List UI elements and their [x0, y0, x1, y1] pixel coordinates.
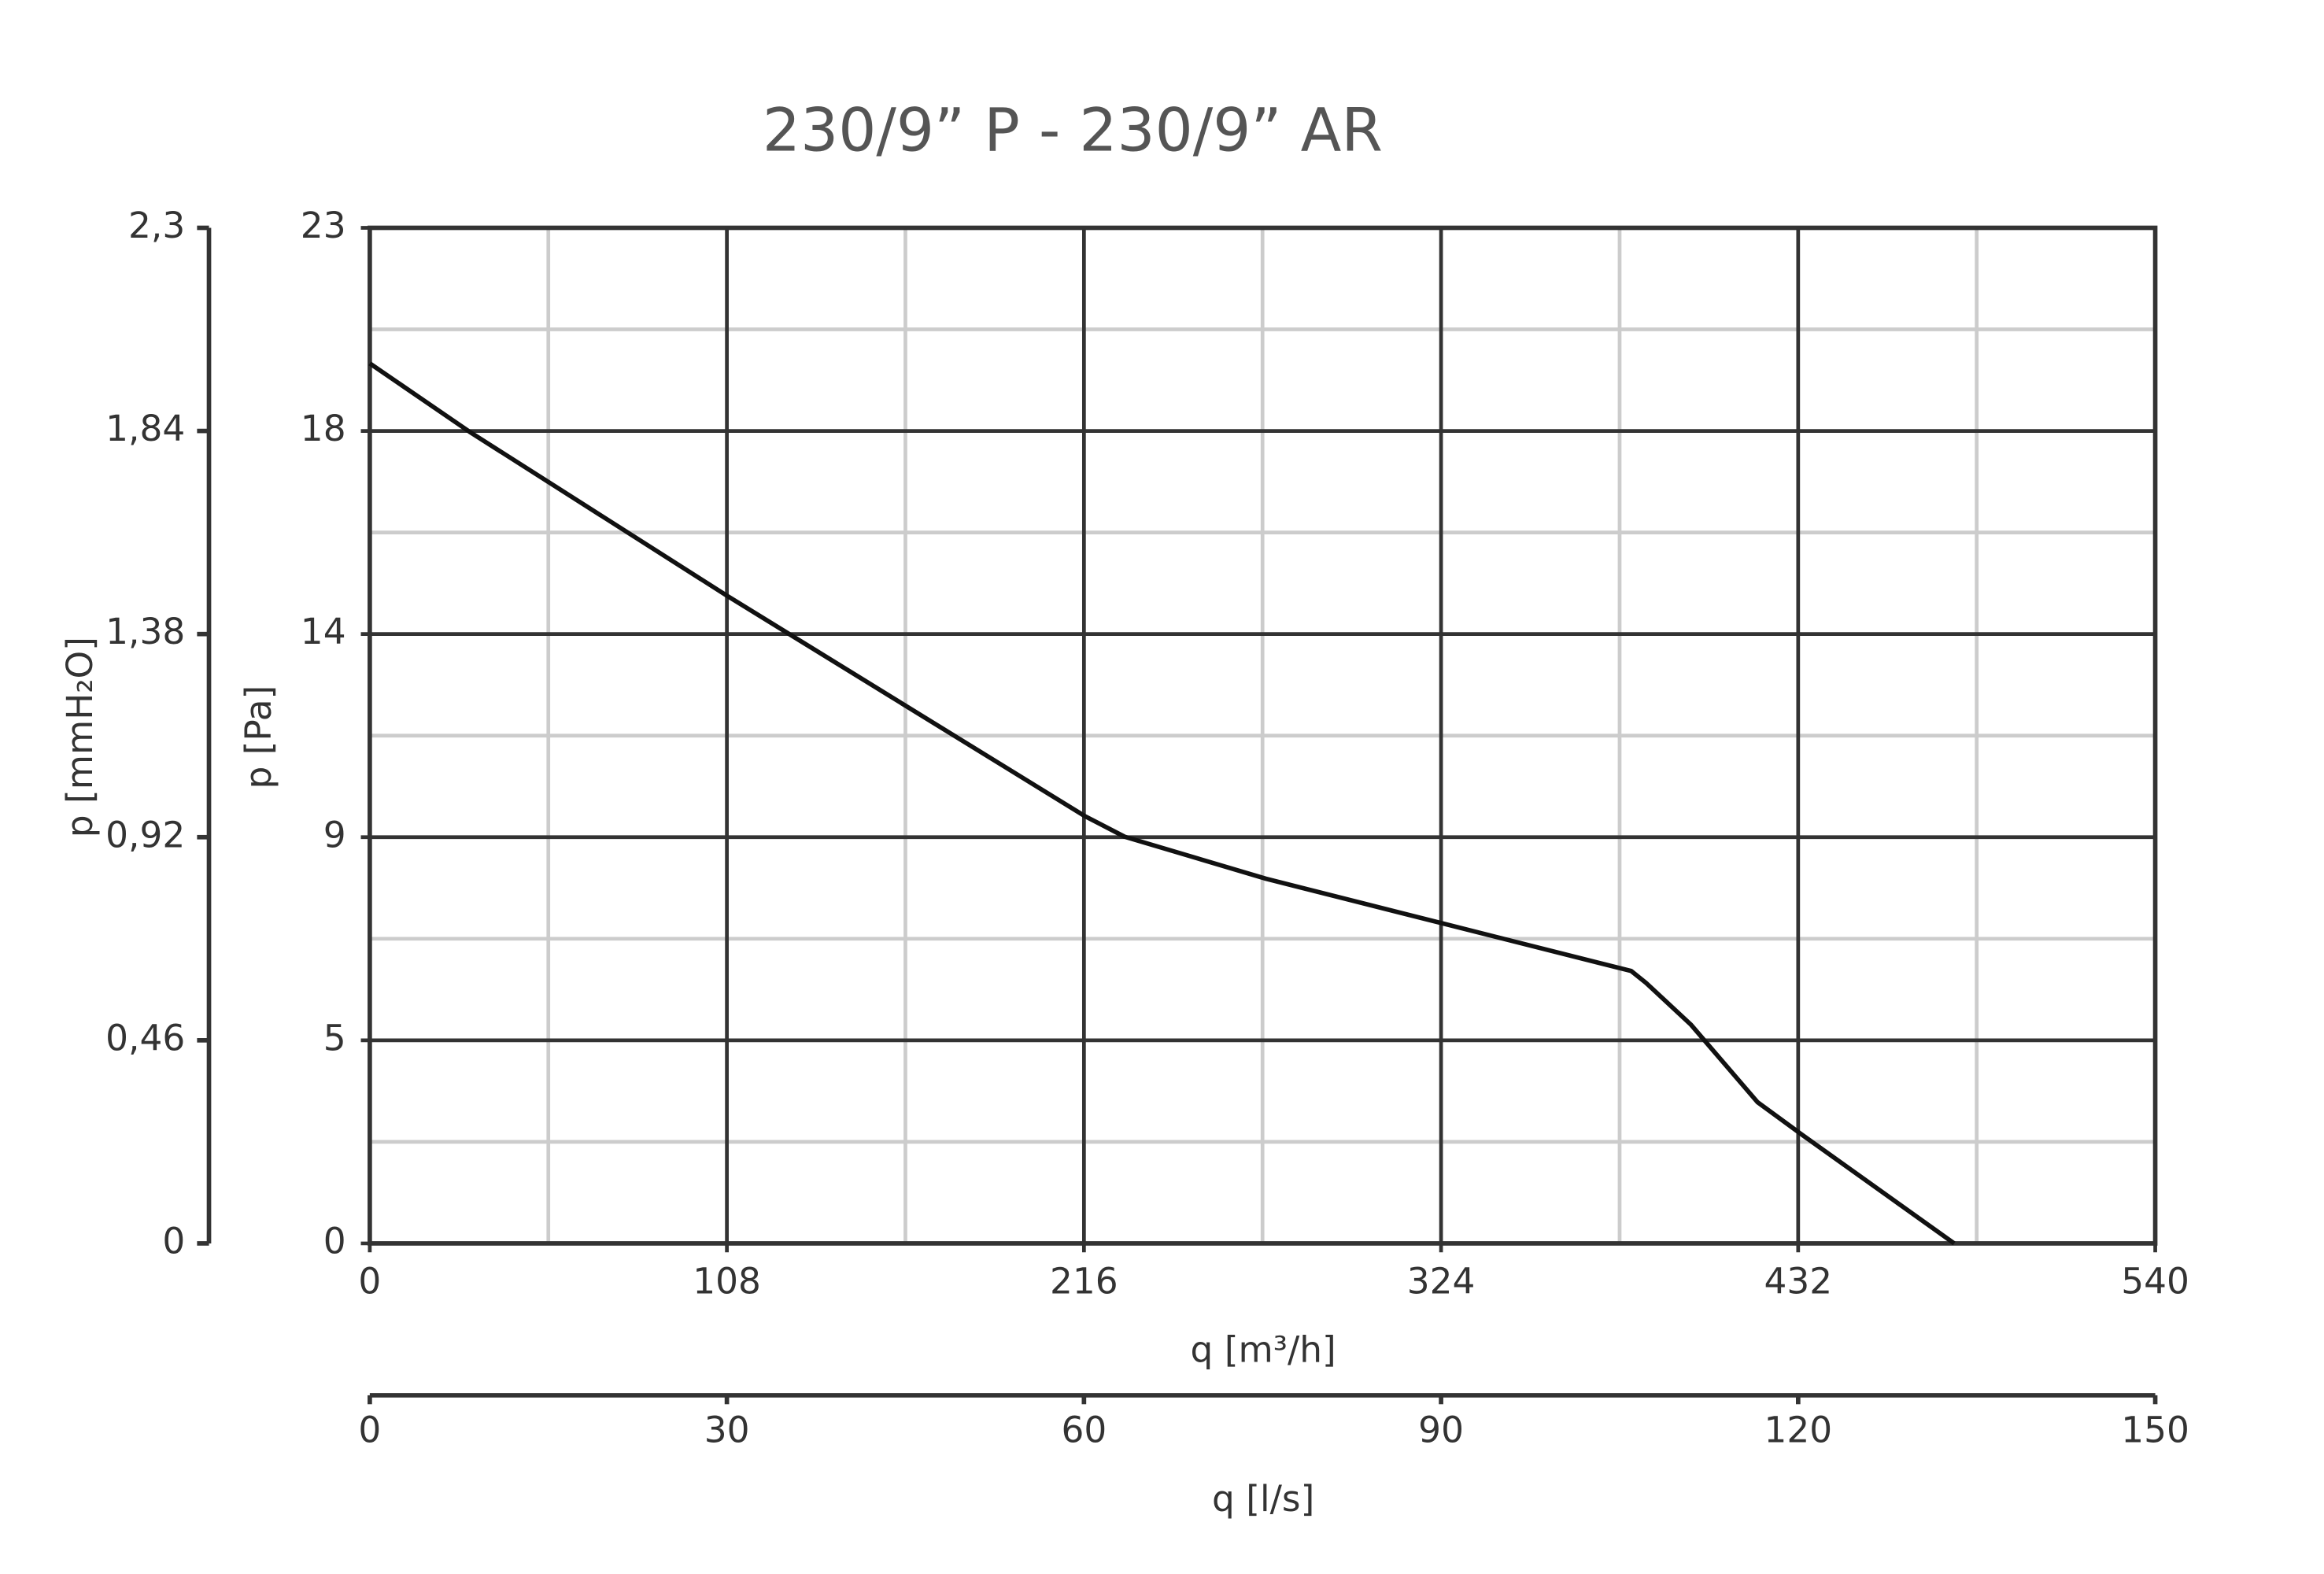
y2-tick-label: 0,92	[105, 814, 185, 855]
x2-tick-label: 60	[1061, 1410, 1107, 1451]
y2-tick-label: 0	[162, 1220, 185, 1262]
x-tick-label: 540	[2121, 1261, 2189, 1302]
y-axis-label: p [Pa]	[238, 685, 279, 789]
x2-axis-label: q [l/s]	[1212, 1478, 1314, 1520]
x2-tick-label: 150	[2121, 1410, 2189, 1451]
plot-frame	[368, 225, 2158, 1246]
x2-tick-label: 120	[1764, 1410, 1832, 1451]
y2-tick-label: 2,3	[128, 205, 185, 246]
x2-tick-label: 30	[704, 1410, 750, 1451]
y-tick-label: 14	[301, 611, 346, 652]
y-tick-label: 0	[323, 1220, 346, 1262]
data-line	[368, 361, 1956, 1246]
y2-tick-label: 0,46	[105, 1017, 185, 1059]
x2-tick-label: 90	[1418, 1410, 1464, 1451]
y2-axis-label: p [mmH₂O]	[59, 637, 101, 837]
x2-tick-label: 0	[358, 1410, 381, 1451]
y2-tick-label: 1,84	[105, 408, 185, 449]
x-tick-label: 432	[1764, 1261, 1832, 1302]
x-tick-label: 108	[693, 1261, 761, 1302]
y-tick-label: 5	[323, 1017, 346, 1059]
y-tick-label: 9	[323, 814, 346, 855]
y-tick-label: 18	[301, 408, 346, 449]
y2-tick-label: 1,38	[105, 611, 185, 652]
y-tick-label: 23	[301, 205, 346, 246]
x-tick-label: 0	[358, 1261, 381, 1302]
x-tick-label: 324	[1407, 1261, 1476, 1302]
x-tick-label: 216	[1050, 1261, 1118, 1302]
chart-title: 230/9” P - 230/9” AR	[763, 95, 1383, 164]
x-axis-label: q [m³/h]	[1191, 1329, 1336, 1371]
